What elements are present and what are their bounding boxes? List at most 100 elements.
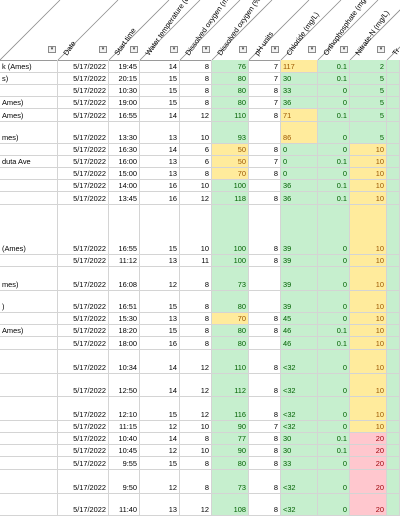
table-cell[interactable]: 6 — [180, 144, 212, 155]
table-cell[interactable]: 20:15 — [109, 73, 140, 84]
table-cell[interactable] — [387, 445, 400, 456]
table-cell[interactable]: 6 — [180, 156, 212, 167]
table-cell[interactable]: 0 — [318, 97, 350, 108]
table-cell[interactable]: 5/17/2022 — [58, 457, 109, 469]
table-cell[interactable]: 116 — [212, 397, 249, 420]
table-cell[interactable]: 10 — [350, 267, 387, 290]
table-cell[interactable]: 13 — [140, 168, 180, 179]
table-cell[interactable]: 50 — [212, 156, 249, 167]
table-cell[interactable] — [0, 457, 58, 469]
filter-dropdown-icon[interactable]: ▾ — [99, 46, 107, 53]
table-cell[interactable]: 15:00 — [109, 168, 140, 179]
table-cell[interactable]: 0 — [318, 457, 350, 469]
table-cell[interactable]: 8 — [249, 255, 281, 266]
table-cell[interactable]: 110 — [212, 109, 249, 121]
table-cell[interactable]: 5/17/2022 — [58, 374, 109, 396]
table-cell[interactable] — [387, 168, 400, 179]
table-cell[interactable] — [387, 144, 400, 155]
table-cell[interactable]: 10 — [180, 445, 212, 456]
table-cell[interactable]: 110 — [212, 350, 249, 373]
table-cell[interactable]: 80 — [212, 291, 249, 312]
table-cell[interactable]: 0.1 — [318, 109, 350, 121]
table-cell[interactable]: 5/17/2022 — [58, 267, 109, 290]
table-cell[interactable]: 33 — [281, 457, 318, 469]
table-cell[interactable] — [387, 97, 400, 108]
table-cell[interactable]: 7 — [249, 156, 281, 167]
table-cell[interactable] — [249, 122, 281, 143]
table-cell[interactable]: 16:55 — [109, 205, 140, 254]
filter-dropdown-icon[interactable]: ▾ — [271, 46, 279, 53]
filter-dropdown-icon[interactable]: ▾ — [308, 46, 316, 53]
table-cell[interactable]: 10 — [350, 337, 387, 349]
table-cell[interactable]: 39 — [281, 267, 318, 290]
table-cell[interactable]: 8 — [180, 313, 212, 324]
table-cell[interactable]: 13:30 — [109, 122, 140, 143]
table-cell[interactable]: 46 — [281, 337, 318, 349]
table-cell[interactable] — [0, 85, 58, 96]
table-cell[interactable]: 12 — [180, 192, 212, 204]
table-cell[interactable]: 39 — [281, 205, 318, 254]
table-cell[interactable]: 12:10 — [109, 397, 140, 420]
table-cell[interactable]: 0 — [318, 313, 350, 324]
table-cell[interactable]: 12 — [140, 445, 180, 456]
table-cell[interactable]: 5/17/2022 — [58, 421, 109, 432]
table-cell[interactable]: 5/17/2022 — [58, 156, 109, 167]
table-cell[interactable]: 50 — [212, 144, 249, 155]
table-cell[interactable]: 5/17/2022 — [58, 109, 109, 121]
table-cell[interactable]: 39 — [281, 255, 318, 266]
table-cell[interactable]: 8 — [249, 205, 281, 254]
table-cell[interactable]: 45 — [281, 313, 318, 324]
table-cell[interactable] — [387, 350, 400, 373]
table-cell[interactable]: 0.1 — [318, 192, 350, 204]
table-cell[interactable] — [387, 494, 400, 515]
table-cell[interactable] — [387, 73, 400, 84]
table-cell[interactable]: 0 — [281, 168, 318, 179]
table-cell[interactable]: 5/17/2022 — [58, 313, 109, 324]
table-cell[interactable]: 20 — [350, 470, 387, 493]
table-cell[interactable] — [0, 144, 58, 155]
table-cell[interactable]: 0.1 — [318, 60, 350, 72]
table-cell[interactable] — [0, 421, 58, 432]
table-cell[interactable]: 10:30 — [109, 85, 140, 96]
table-cell[interactable]: 0.1 — [318, 325, 350, 336]
table-cell[interactable]: 5/17/2022 — [58, 122, 109, 143]
filter-dropdown-icon[interactable]: ▾ — [48, 46, 56, 53]
table-cell[interactable]: 16 — [140, 337, 180, 349]
table-cell[interactable]: 8 — [180, 267, 212, 290]
table-cell[interactable]: 11 — [180, 255, 212, 266]
table-cell[interactable]: 80 — [212, 325, 249, 336]
table-cell[interactable]: 12 — [180, 374, 212, 396]
table-cell[interactable]: 100 — [212, 255, 249, 266]
table-cell[interactable]: 12 — [180, 397, 212, 420]
table-cell[interactable] — [387, 192, 400, 204]
table-cell[interactable]: 76 — [212, 60, 249, 72]
table-cell[interactable]: 0 — [318, 122, 350, 143]
table-cell[interactable]: 80 — [212, 97, 249, 108]
table-cell[interactable]: 8 — [249, 109, 281, 121]
table-cell[interactable]: 90 — [212, 445, 249, 456]
filter-dropdown-icon[interactable]: ▾ — [202, 46, 210, 53]
table-cell[interactable]: 15 — [140, 291, 180, 312]
table-cell[interactable]: 20 — [350, 433, 387, 444]
table-cell[interactable] — [0, 313, 58, 324]
table-cell[interactable] — [387, 180, 400, 191]
table-cell[interactable] — [0, 433, 58, 444]
table-cell[interactable]: <32 — [281, 397, 318, 420]
table-cell[interactable]: <32 — [281, 350, 318, 373]
table-cell[interactable]: 12 — [180, 350, 212, 373]
table-cell[interactable]: 20 — [350, 494, 387, 515]
table-cell[interactable]: 5/17/2022 — [58, 445, 109, 456]
table-cell[interactable]: 0 — [318, 291, 350, 312]
table-cell[interactable]: 10 — [350, 255, 387, 266]
table-cell[interactable]: 8 — [180, 337, 212, 349]
table-cell[interactable]: 9:55 — [109, 457, 140, 469]
table-cell[interactable]: 10 — [180, 421, 212, 432]
table-cell[interactable]: 18:00 — [109, 337, 140, 349]
table-cell[interactable]: 8 — [249, 192, 281, 204]
table-cell[interactable]: 0.1 — [318, 156, 350, 167]
table-cell[interactable]: 8 — [180, 291, 212, 312]
table-cell[interactable]: 8 — [249, 457, 281, 469]
table-cell[interactable]: 14:00 — [109, 180, 140, 191]
table-cell[interactable]: 14 — [140, 109, 180, 121]
filter-dropdown-icon[interactable]: ▾ — [170, 46, 178, 53]
